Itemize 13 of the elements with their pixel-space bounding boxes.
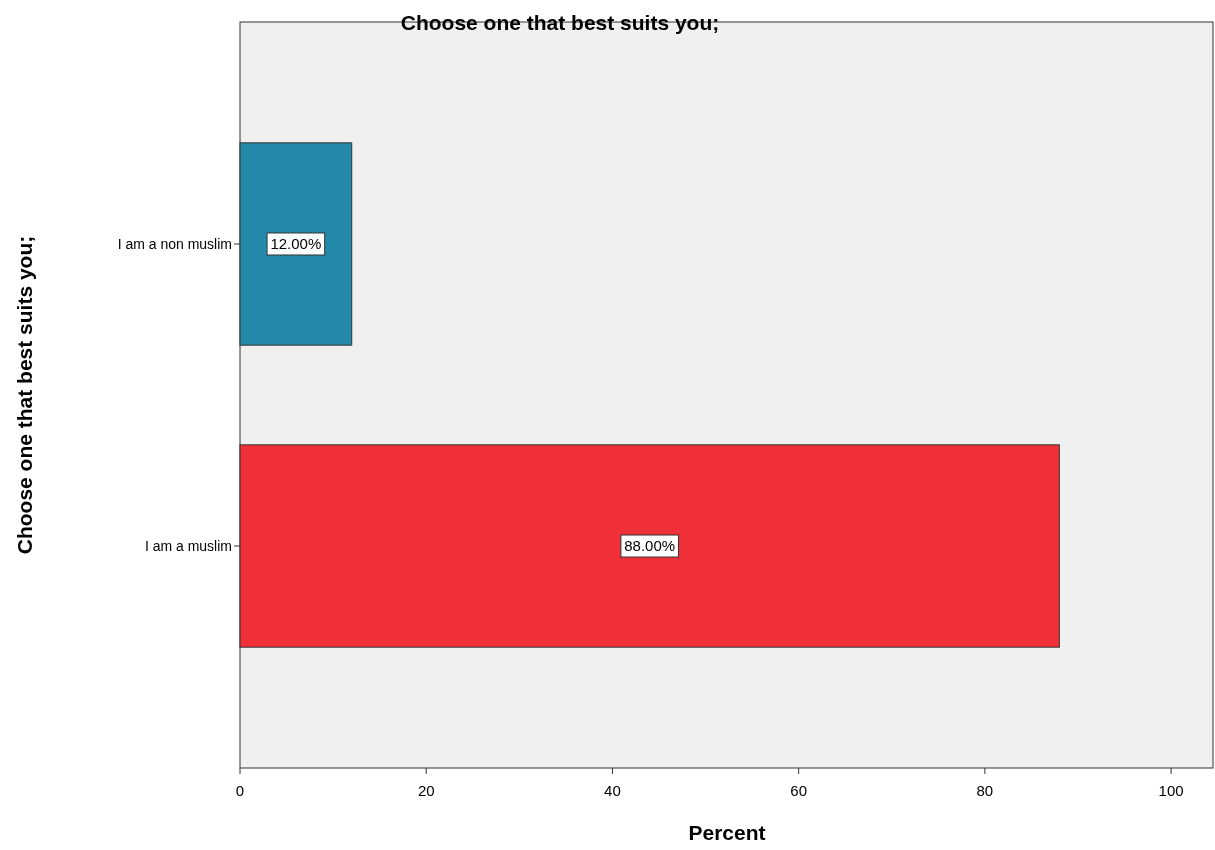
data-label: 88.00% — [624, 537, 676, 555]
data-label: 12.00% — [270, 234, 322, 252]
x-tick-label: 80 — [976, 782, 994, 799]
x-tick-label: 40 — [604, 782, 621, 799]
y-axis-title: Choose one that best suits you; — [13, 235, 36, 555]
y-tick-label: I am a muslim — [144, 538, 232, 555]
x-axis-title: Percent — [688, 821, 766, 844]
x-tick-label: 100 — [1158, 782, 1184, 799]
x-tick-label: 20 — [417, 782, 435, 799]
x-tick-label: 0 — [235, 782, 245, 799]
y-tick-label: I am a non muslim — [117, 235, 232, 252]
chart-title: Choose one that best suits you; — [400, 11, 720, 34]
x-tick-label: 60 — [790, 782, 807, 799]
